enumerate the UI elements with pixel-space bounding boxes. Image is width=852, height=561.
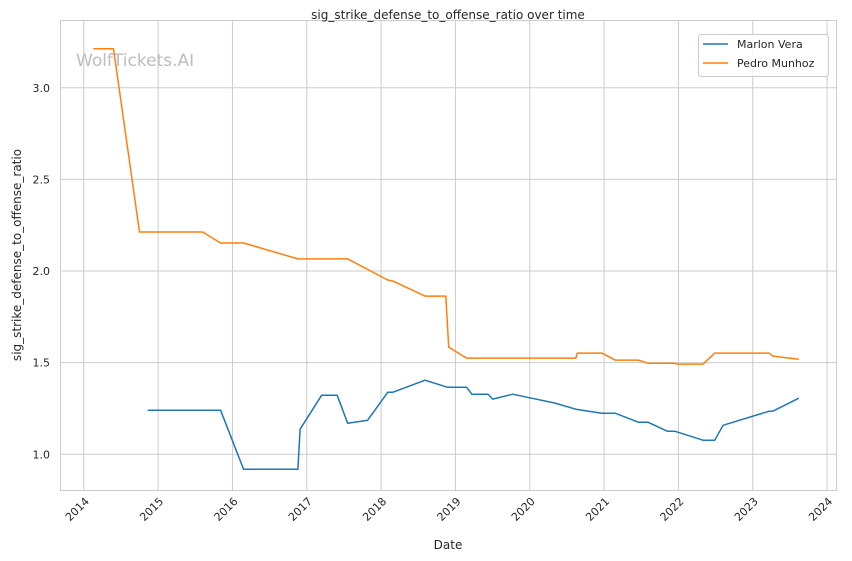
y-axis-label: sig_strike_defense_to_offense_ratio xyxy=(10,149,24,361)
series-line-pedro-munhoz xyxy=(93,48,799,365)
x-tick-label: 2019 xyxy=(435,495,464,524)
x-tick-labels: 2014 2015 2016 2017 2018 2019 2020 2021 2022 2023… xyxy=(63,495,835,524)
x-tick-label: 2022 xyxy=(658,495,687,524)
x-tick-label: 2023 xyxy=(732,495,761,524)
x-tick-label: 2014 xyxy=(63,495,92,524)
x-tick-label: 2017 xyxy=(286,495,315,524)
x-axis-label: Date xyxy=(434,538,463,552)
legend-box xyxy=(698,34,829,77)
legend-label-pedro-munhoz: Pedro Munhoz xyxy=(737,57,815,70)
legend: Marlon Vera Pedro Munhoz xyxy=(698,34,829,77)
x-tick-label: 2018 xyxy=(360,495,389,524)
x-tick-label: 2024 xyxy=(806,495,835,524)
y-tick-label: 2.0 xyxy=(33,265,51,278)
y-tick-label: 2.5 xyxy=(33,173,51,186)
x-tick-label: 2016 xyxy=(212,495,241,524)
x-tick-label: 2015 xyxy=(137,495,166,524)
series-line-marlon-vera xyxy=(147,379,800,471)
x-tick-label: 2020 xyxy=(509,495,538,524)
plot-area-frame xyxy=(60,20,837,491)
series-lines xyxy=(93,48,800,471)
legend-label-marlon-vera: Marlon Vera xyxy=(737,38,803,51)
x-tick-label: 2021 xyxy=(583,495,612,524)
grid xyxy=(60,20,836,490)
watermark: WolfTickets.AI xyxy=(76,51,194,71)
y-tick-label: 1.5 xyxy=(33,357,51,370)
chart-title: sig_strike_defense_to_offense_ratio over… xyxy=(311,8,585,22)
y-tick-labels: 1.0 1.5 2.0 2.5 3.0 xyxy=(33,82,51,461)
y-tick-label: 3.0 xyxy=(33,82,51,95)
y-tick-label: 1.0 xyxy=(33,448,51,461)
